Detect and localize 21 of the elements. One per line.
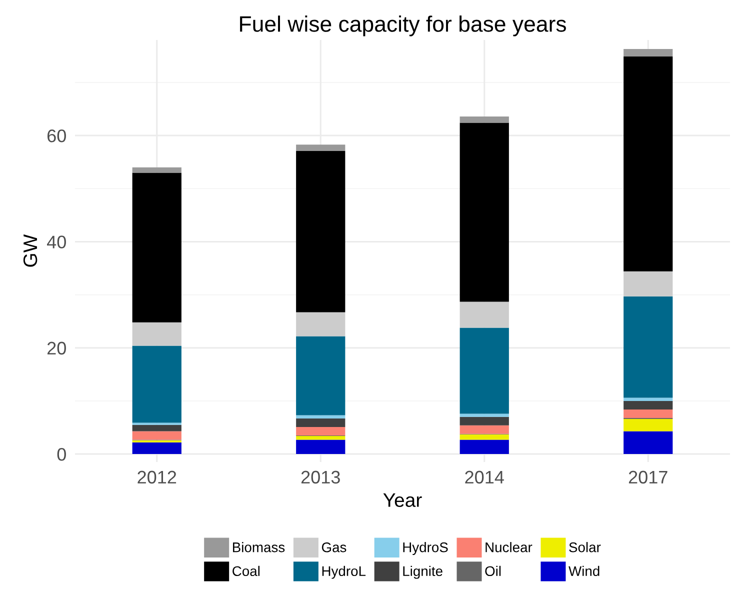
legend-label: Solar [569, 542, 601, 552]
y-tick-label: 0 [57, 448, 66, 461]
chart-title: Fuel wise capacity for base years [240, 16, 566, 36]
legend-label: Oil [485, 566, 501, 576]
legend-label: HydroL [322, 566, 366, 579]
legend-label: Gas [322, 542, 346, 552]
legend-label: Nuclear [486, 542, 532, 552]
legend-label: Wind [568, 566, 600, 576]
x-tick-label: 2013 [301, 470, 340, 484]
x-tick-label: 2017 [628, 470, 668, 484]
y-tick-label: 60 [48, 129, 66, 142]
y-axis-title: GW [23, 234, 38, 267]
x-tick-label: 2012 [138, 470, 176, 484]
legend-label: Coal [232, 566, 260, 576]
x-axis-title: Year [383, 493, 422, 508]
legend-label: HydroS [403, 542, 448, 555]
legend-label: Biomass [233, 542, 285, 552]
y-tick-label: 20 [47, 342, 66, 355]
y-tick-label: 40 [47, 236, 66, 248]
x-tick-label: 2014 [465, 470, 504, 484]
legend-label: Lignite [403, 566, 442, 579]
